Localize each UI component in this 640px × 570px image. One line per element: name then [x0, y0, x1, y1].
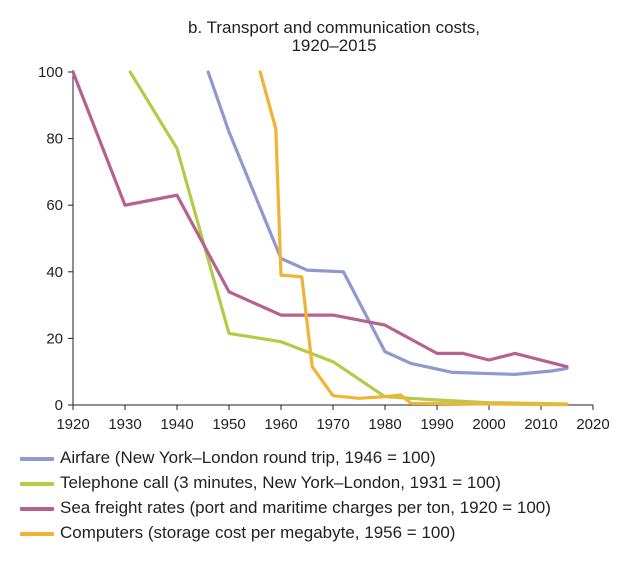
legend-swatch-telephone [20, 482, 54, 486]
y-tick-label-0: 0 [55, 397, 63, 414]
y-tick-label-80: 80 [46, 131, 63, 148]
legend-label-sea-freight: Sea freight rates (port and maritime cha… [60, 498, 551, 517]
x-tick-label-1920: 1920 [56, 416, 89, 433]
series-line-computers [258, 70, 569, 407]
chart-axes: 0 20 40 60 80 100 1920 1930 1940 1950 1960 1970 1980… [38, 64, 610, 433]
series-line-sea [71, 70, 569, 369]
legend-label-telephone: Telephone call (3 minutes, New York–Lond… [60, 473, 501, 492]
x-tick-label-1940: 1940 [160, 416, 193, 433]
chart-title: b. Transport and communication costs, [188, 18, 480, 37]
chart-subtitle: 1920–2015 [291, 36, 377, 55]
x-tick-label-1990: 1990 [420, 416, 453, 433]
y-tick-label-100: 100 [38, 64, 63, 81]
legend-swatch-airfare [20, 457, 54, 461]
x-tick-label-1980: 1980 [368, 416, 401, 433]
legend-swatch-sea-freight [20, 507, 54, 511]
series-line-airfare [206, 70, 569, 376]
y-tick-label-20: 20 [46, 330, 63, 347]
x-tick-label-1930: 1930 [108, 416, 141, 433]
chart-series-lines [71, 70, 569, 407]
x-tick-label-2000: 2000 [472, 416, 505, 433]
x-tick-label-2010: 2010 [524, 416, 557, 433]
x-tick-label-1960: 1960 [264, 416, 297, 433]
legend-label-airfare: Airfare (New York–London round trip, 194… [60, 448, 436, 467]
y-tick-label-60: 60 [46, 197, 63, 214]
legend-swatch-computers [20, 532, 54, 536]
y-tick-label-40: 40 [46, 264, 63, 281]
series-line-telephone [128, 70, 569, 406]
x-tick-label-1970: 1970 [316, 416, 349, 433]
x-tick-label-2020: 2020 [576, 416, 609, 433]
line-chart: 0 20 40 60 80 100 1920 1930 1940 1950 1960 1970 1980… [38, 64, 610, 433]
x-tick-label-1950: 1950 [212, 416, 245, 433]
legend-label-computers: Computers (storage cost per megabyte, 19… [60, 523, 456, 542]
